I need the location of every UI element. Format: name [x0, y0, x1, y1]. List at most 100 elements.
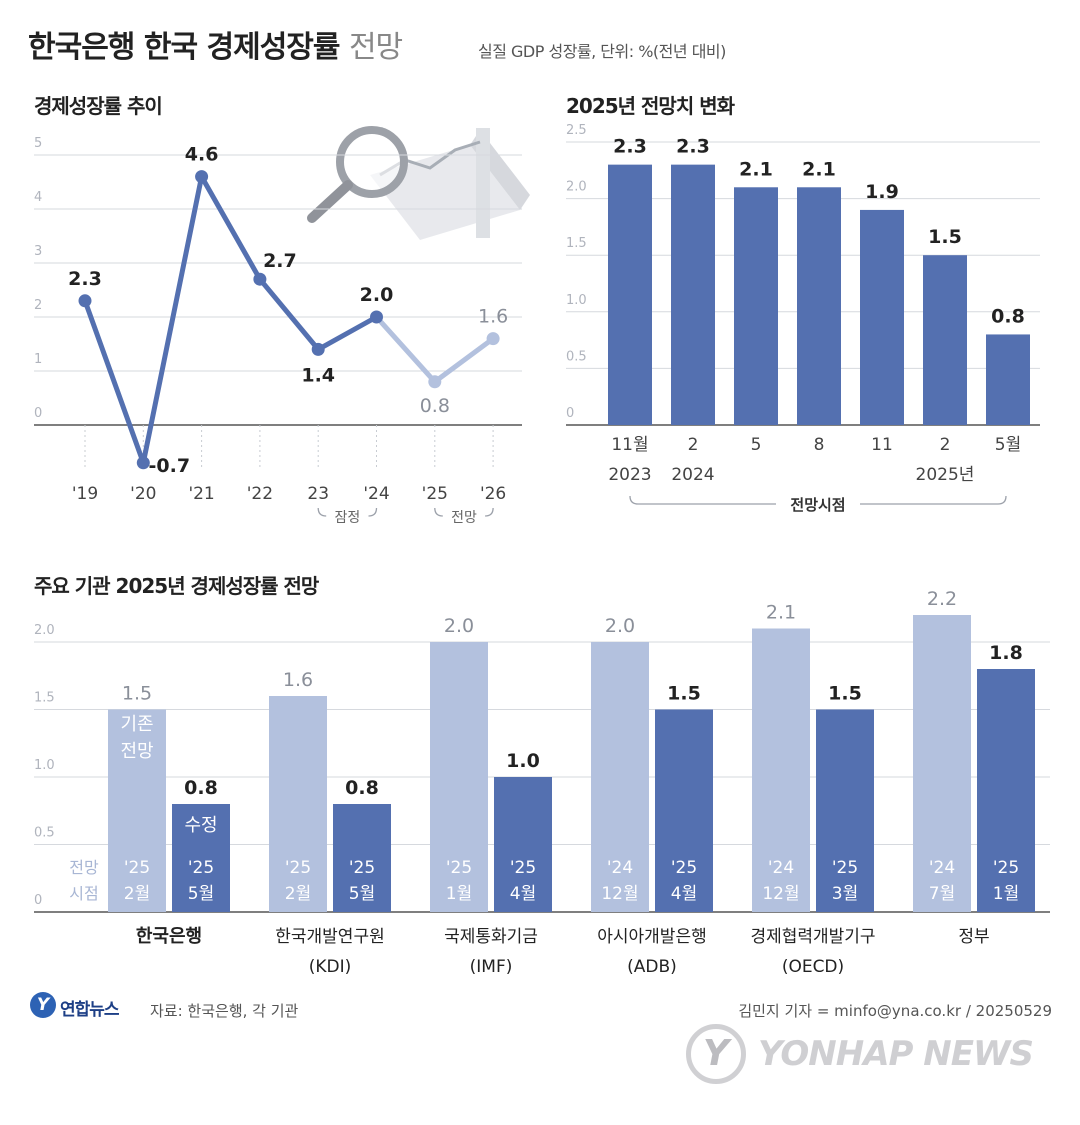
y-tick-label: 0.5 [34, 826, 55, 841]
group-name: 국제통화기금 [444, 927, 538, 947]
x-tick-label: '25 [422, 484, 448, 504]
bar-revised-label: 1.0 [506, 750, 540, 772]
bar-revised [977, 669, 1035, 912]
bar-previous-when: 2월 [285, 884, 311, 904]
group-name: 한국은행 [136, 926, 202, 947]
bar [923, 255, 967, 425]
data-point [78, 294, 92, 308]
data-label: 2.7 [263, 250, 297, 272]
data-label: 0.8 [420, 395, 450, 417]
bar-previous-when: 12월 [762, 884, 799, 904]
bar-previous-when: '24 [607, 858, 633, 878]
x-tick-label: '19 [72, 484, 98, 504]
yonhap-logo-icon: Y [30, 992, 56, 1018]
data-label: 1.6 [478, 306, 508, 328]
y-tick-label: 2.5 [566, 123, 587, 138]
bar-previous [913, 615, 971, 912]
bar-previous [591, 642, 649, 912]
y-tick-label: 2.0 [566, 180, 587, 195]
bar-value-label: 1.9 [865, 181, 899, 203]
line-chart-title: 경제성장률 추이 [34, 94, 163, 118]
bar-revised-when: 4월 [671, 884, 697, 904]
actual-line [82, 174, 378, 466]
bar-previous-label: 2.1 [766, 602, 796, 624]
bar-revised-label: 1.5 [828, 683, 862, 705]
bar [734, 187, 778, 425]
y-tick-label: 1.0 [34, 758, 55, 773]
watermark-icon: Y [686, 1024, 746, 1084]
bar-value-label: 1.5 [928, 226, 962, 248]
bar-previous [269, 696, 327, 912]
bracket [317, 507, 378, 517]
bar-value-label: 2.1 [739, 158, 773, 180]
forecast-bar-chart: 2.5 2.0 1.5 1.0 0.5 0 2.3 11월 2023 2.3 2 2024 2.1 5 2.… [566, 123, 1040, 514]
x-tick-label: 5 [751, 435, 762, 455]
data-label: 2.3 [68, 268, 102, 290]
data-label: 1.4 [301, 364, 335, 386]
x-tick-label: '21 [188, 484, 214, 504]
bar-revised-when: '25 [993, 858, 1019, 878]
bar-revised-when: 1월 [993, 884, 1019, 904]
bar-previous-when: '24 [929, 858, 955, 878]
y-tick-label: 0.5 [566, 349, 587, 364]
bar-revised-when: 5월 [188, 884, 214, 904]
watermark-text: YONHAP NEWS [758, 1034, 1034, 1074]
source-note: 자료: 한국은행, 각 기관 [150, 1002, 299, 1020]
y-tick-label: 2.0 [34, 623, 55, 638]
x-tick-label: 5월 [995, 435, 1021, 455]
y-tick-label: 0 [34, 406, 42, 421]
bar-previous-label: 2.0 [444, 615, 474, 637]
bar-previous [108, 709, 166, 912]
data-label: 4.6 [185, 144, 219, 166]
group-name: 한국개발연구원 [275, 927, 384, 947]
x-tick-year: 2024 [671, 465, 714, 485]
bar-revised [172, 804, 230, 912]
bar-previous [430, 642, 488, 912]
bar-revised-when: 3월 [832, 884, 858, 904]
data-label: -0.7 [149, 455, 191, 477]
bar-value-label: 2.3 [613, 136, 647, 158]
bar-revised-when: '25 [832, 858, 858, 878]
bar-previous-label: 1.5 [122, 683, 152, 705]
y-tick-label: 1.5 [34, 691, 55, 706]
data-point [486, 332, 500, 346]
data-point [311, 342, 325, 356]
x-tick-year: 2023 [608, 465, 651, 485]
bar-revised-when: '25 [349, 858, 375, 878]
data-label: 2.0 [360, 284, 394, 306]
y-tick-label: 0 [34, 893, 42, 908]
bar-revised [816, 709, 874, 912]
y-tick-label: 0 [566, 406, 574, 421]
y-tick-label: 4 [34, 190, 42, 205]
bar-revised-when: '25 [188, 858, 214, 878]
bracket-label: 잠정 [334, 510, 360, 526]
bar-value-label: 2.3 [676, 136, 710, 158]
y-tick-label: 1.0 [566, 293, 587, 308]
x-tick-label: 8 [814, 435, 825, 455]
page-subtitle: 실질 GDP 성장률, 단위: %(전년 대비) [478, 42, 726, 61]
group-name-sub: (KDI) [309, 957, 352, 977]
bar-previous-when: 7월 [929, 884, 955, 904]
bar-revised [333, 804, 391, 912]
group-name: 정부 [958, 927, 989, 947]
group-name: 아시아개발은행 [597, 927, 706, 947]
y-tick-label: 5 [34, 136, 42, 151]
x-tick-label: 2 [688, 435, 699, 455]
x-tick-label: '24 [363, 484, 389, 504]
bar-revised-label: 1.8 [989, 642, 1023, 664]
bar-previous-when: '25 [124, 858, 150, 878]
bar-previous-when: 1월 [446, 884, 472, 904]
x-tick-label: '26 [480, 484, 506, 504]
row-label: 시점 [69, 884, 98, 903]
yonhap-logo-text: 연합뉴스 [60, 1000, 120, 1020]
bar-revised-when: '25 [671, 858, 697, 878]
line-chart: 5 4 3 2 1 0 '19 '20 '21 '22 23 '24 '25 '26 2.3 -0.7 4.6 2… [34, 136, 522, 526]
page-title-light: 전망 [348, 30, 403, 65]
bar [860, 209, 904, 425]
watermark: Y YONHAP NEWS [686, 1022, 1066, 1092]
bar [608, 164, 652, 425]
x-tick-label: '22 [247, 484, 273, 504]
byline: 김민지 기자 = minfo@yna.co.kr / 20250529 [738, 1002, 1052, 1020]
